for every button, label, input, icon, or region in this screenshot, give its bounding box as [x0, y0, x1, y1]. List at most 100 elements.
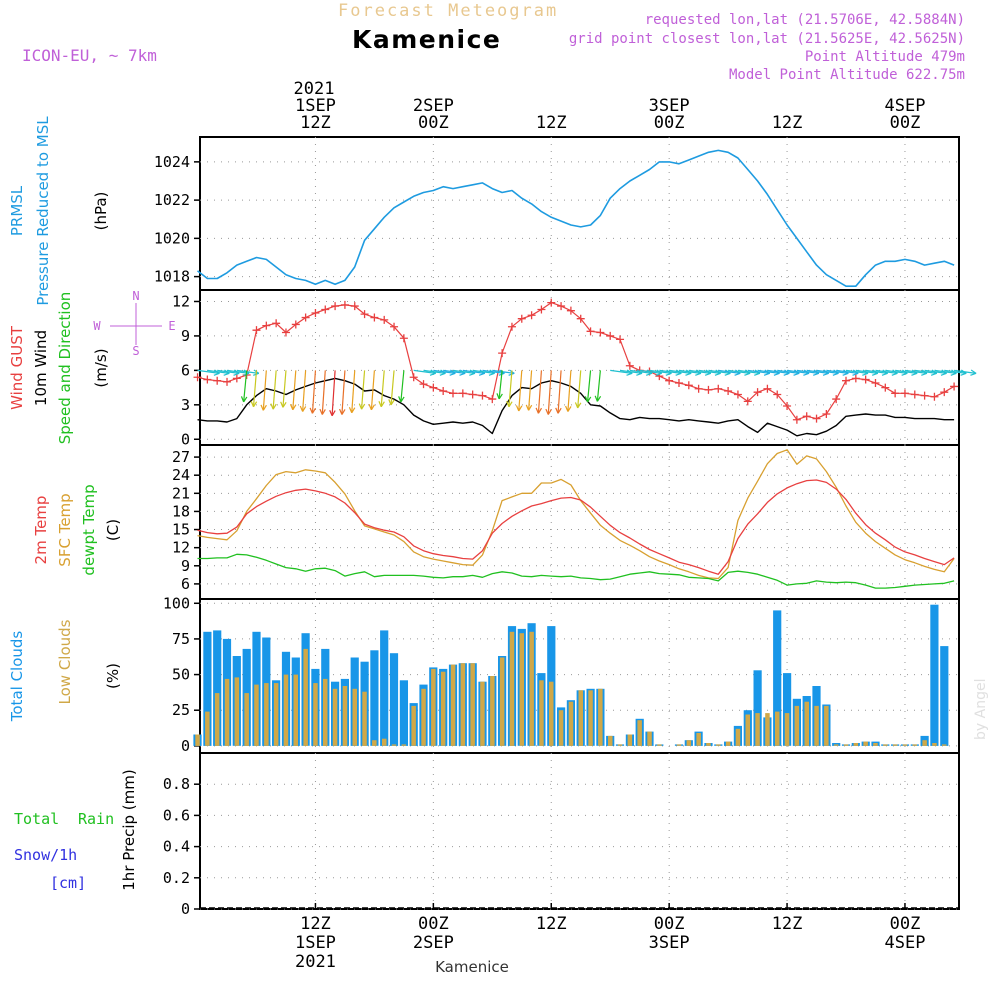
low-cloud-bar: [922, 740, 927, 746]
low-cloud-bar: [578, 690, 583, 746]
gust-point: [773, 390, 782, 399]
wind-arrow-head: [348, 407, 356, 414]
gust-point: [370, 313, 379, 322]
wind-arrow: [718, 369, 741, 374]
wind-arrow-head: [319, 408, 326, 415]
total-cloud-bar: [389, 653, 399, 746]
wind-arrow: [282, 370, 287, 408]
gust-point: [851, 374, 860, 383]
low-cloud-bar: [725, 741, 731, 746]
precip-ytick-label: 0.4: [163, 838, 190, 856]
clouds-ytick-label: 0: [181, 737, 190, 755]
wind-arrow: [708, 369, 731, 374]
precip-total-label: Total: [14, 810, 59, 828]
gust-point: [763, 384, 772, 393]
model-label: ICON-EU, ~ 7km: [22, 46, 157, 65]
wind-arrow: [462, 369, 485, 374]
low-cloud-bar: [539, 680, 544, 746]
pressure-unit: (hPa): [92, 192, 110, 231]
temp-ytick-label: 21: [172, 484, 190, 502]
top-date-label: 4SEP: [884, 96, 925, 116]
gust-point: [232, 374, 241, 383]
gust-point: [331, 302, 340, 311]
wind-arrow: [226, 369, 250, 374]
wind-arrow: [914, 369, 937, 374]
low-cloud-bar: [293, 674, 298, 746]
top-hour-label: 12Z: [772, 113, 803, 133]
wind-arrow-head: [496, 393, 503, 400]
gust-point: [360, 310, 369, 319]
top-date-label: 3SEP: [649, 96, 690, 116]
pressure-label-1: PRMSL: [8, 185, 26, 236]
wind-arrow: [678, 369, 702, 374]
total-cloud-bar: [399, 680, 408, 746]
low-cloud-bar: [283, 674, 289, 746]
gust-point: [468, 390, 477, 399]
wind-arrow: [786, 369, 810, 374]
gust-point: [724, 387, 733, 396]
top-hour-label: 00Z: [890, 113, 921, 133]
wind-arrow: [586, 370, 592, 403]
gust-point: [281, 328, 290, 337]
low-cloud-bar: [735, 728, 741, 746]
gust-point: [842, 376, 851, 385]
top-hour-label: 00Z: [418, 113, 449, 133]
compass-w: W: [93, 319, 101, 333]
gust-point: [832, 395, 841, 404]
wind-arrow: [390, 370, 395, 406]
wind-arrow: [311, 370, 317, 414]
total-cloud-bar: [930, 604, 939, 746]
low-cloud-bar: [588, 690, 593, 746]
gust-point: [783, 401, 792, 410]
precip-ytick-label: 0.8: [163, 775, 190, 793]
wind-arrow: [924, 369, 947, 374]
low-cloud-bar: [765, 713, 770, 746]
gust-point: [419, 380, 428, 389]
gust-point: [498, 349, 507, 358]
gridpoint-coords: grid point closest lon,lat (21.5625E, 42…: [569, 31, 965, 47]
gust-point: [665, 376, 674, 385]
xtick-date-label: 3SEP: [649, 933, 690, 953]
low-cloud-bar: [892, 744, 898, 746]
gust-point: [252, 326, 261, 335]
wind10-label: 10m Wind: [32, 330, 50, 406]
low-cloud-bar: [568, 701, 574, 746]
total-cloud-bar: [753, 670, 762, 746]
wind-arrow: [816, 369, 839, 374]
low-cloud-bar: [313, 683, 318, 746]
low-cloud-bar: [382, 738, 387, 746]
wind-arrow-head: [270, 403, 277, 410]
low-cloud-bar: [657, 744, 662, 746]
gust-point: [301, 313, 310, 322]
wind-arrow: [865, 369, 888, 374]
wind-arrow: [885, 369, 908, 374]
wind-10m-line: [197, 377, 955, 437]
wind-arrow: [207, 369, 230, 374]
gust-point: [547, 298, 556, 307]
wind-arrow: [547, 370, 552, 415]
wind-arrow: [777, 369, 800, 374]
low-cloud-bar: [775, 711, 780, 746]
wind-arrow: [423, 369, 446, 374]
total-cloud-bar: [380, 630, 389, 746]
wind-arrow: [895, 369, 918, 374]
winddir-label: Speed and Direction: [56, 292, 74, 445]
gust-point: [291, 320, 300, 329]
gust-point: [910, 390, 919, 399]
wind-arrow: [472, 369, 495, 374]
wind-arrow-head: [309, 407, 317, 414]
wind-arrow: [836, 369, 859, 374]
low-cloud-bar: [401, 744, 407, 746]
wind-arrow: [855, 369, 878, 374]
wind-arrow: [380, 370, 385, 407]
clouds-ytick-label: 50: [172, 666, 190, 684]
low-cloud-bar: [745, 714, 750, 746]
gust-point: [576, 314, 585, 323]
low-cloud-bar: [647, 731, 652, 746]
low-cloud-bar: [254, 684, 259, 746]
totalcloud-label: Total Clouds: [8, 631, 26, 723]
low-cloud-bar: [352, 688, 357, 746]
wind-arrow: [757, 369, 780, 374]
low-cloud-bar: [676, 744, 682, 746]
pressure-panel: [199, 136, 960, 291]
